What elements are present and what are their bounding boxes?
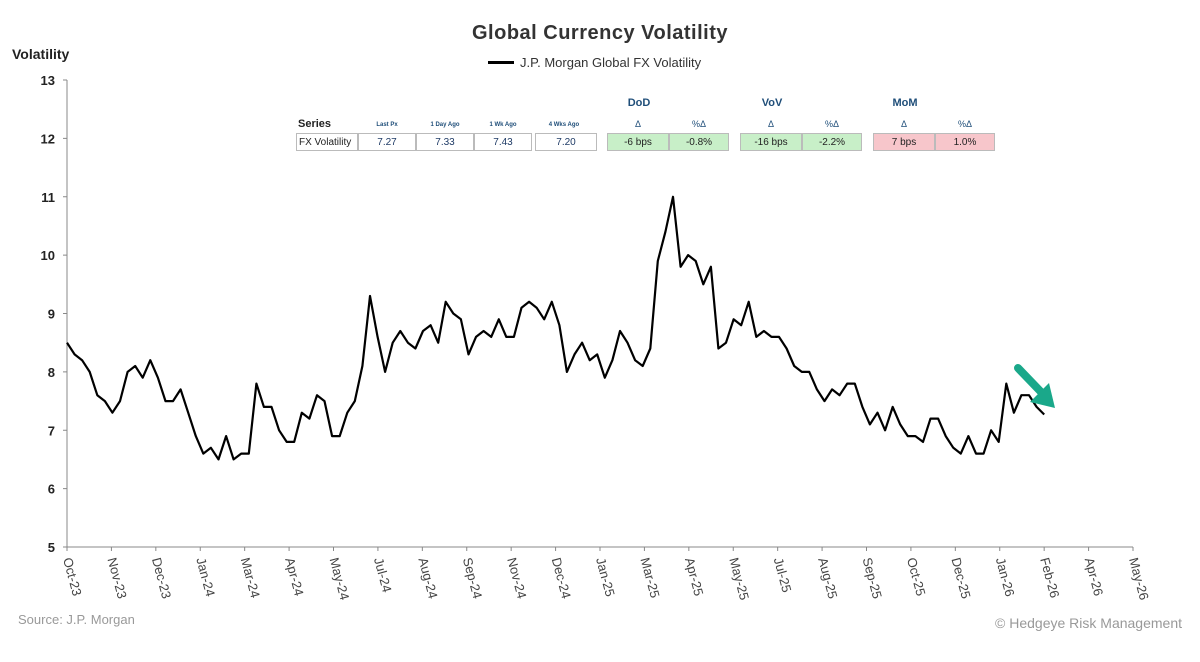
source-note: Source: J.P. Morgan xyxy=(18,612,135,627)
column-header: 1 Day Ago xyxy=(430,122,460,128)
x-tick-label: Apr-24 xyxy=(282,556,307,598)
column-header: 1 Wk Ago xyxy=(489,122,517,128)
chart-title: Global Currency Volatility xyxy=(471,22,729,44)
x-tick-label: Sep-24 xyxy=(460,556,485,600)
group-header: MoM xyxy=(892,97,918,109)
x-tick-label: Oct-23 xyxy=(60,556,85,598)
x-tick-label: Mar-24 xyxy=(238,556,263,600)
delta-header: Δ xyxy=(900,119,907,129)
x-tick-label: Feb-26 xyxy=(1037,556,1062,600)
x-tick-label: May-25 xyxy=(726,556,752,602)
pct-delta-header: %Δ xyxy=(824,119,839,129)
x-tick-label: Dec-25 xyxy=(948,556,973,600)
pct-delta-cell: 1.0% xyxy=(935,133,995,151)
y-tick-label: 10 xyxy=(41,248,55,263)
value-cell: 7.20 xyxy=(535,133,597,151)
credit-note: © Hedgeye Risk Management xyxy=(995,615,1182,631)
row-label: FX Volatility xyxy=(296,133,358,151)
x-tick-label: Aug-25 xyxy=(815,556,840,600)
y-tick-label: 11 xyxy=(41,190,55,205)
x-tick-label: Nov-23 xyxy=(105,556,130,600)
x-tick-label: May-26 xyxy=(1126,556,1152,602)
x-tick-label: Jan-25 xyxy=(593,556,618,598)
pct-delta-cell: -2.2% xyxy=(802,133,862,151)
pct-delta-header: %Δ xyxy=(957,119,972,129)
legend: J.P. Morgan Global FX Volatility xyxy=(488,55,701,70)
column-header: 4 Wks Ago xyxy=(548,122,580,128)
group-header: DoD xyxy=(627,97,651,109)
value-cell: 7.33 xyxy=(416,133,474,151)
y-tick-label: 13 xyxy=(41,73,55,88)
delta-cell: -16 bps xyxy=(740,133,802,151)
trend-arrow-shaft xyxy=(1014,364,1046,397)
value-cell: 7.27 xyxy=(358,133,416,151)
x-tick-label: Jan-24 xyxy=(193,556,218,598)
group-header: VoV xyxy=(761,97,783,109)
column-header: Last Px xyxy=(376,122,398,128)
x-tick-label: Jul-24 xyxy=(371,556,395,594)
x-tick-label: Oct-25 xyxy=(904,556,929,598)
x-tick-label: Dec-23 xyxy=(149,556,174,600)
pct-delta-cell: -0.8% xyxy=(669,133,729,151)
y-tick-label: 5 xyxy=(48,540,55,555)
value-cell: 7.43 xyxy=(474,133,532,151)
series-header: Series xyxy=(298,118,332,130)
x-tick-label: Nov-24 xyxy=(504,556,529,600)
x-tick-label: Sep-25 xyxy=(860,556,885,600)
x-tick-label: Jan-26 xyxy=(993,556,1018,598)
y-tick-label: 8 xyxy=(48,365,55,380)
trend-arrow-head xyxy=(1030,383,1055,408)
legend-swatch xyxy=(488,61,514,64)
delta-cell: -6 bps xyxy=(607,133,669,151)
y-tick-label: 12 xyxy=(41,131,55,146)
y-tick-label: 7 xyxy=(48,423,55,438)
delta-header: Δ xyxy=(634,119,641,129)
x-tick-label: Apr-25 xyxy=(682,556,707,598)
x-tick-label: Jul-25 xyxy=(771,556,795,594)
x-tick-label: May-24 xyxy=(327,556,353,602)
delta-cell: 7 bps xyxy=(873,133,935,151)
y-tick-label: 9 xyxy=(48,307,55,322)
series-line xyxy=(66,195,1045,461)
legend-label: J.P. Morgan Global FX Volatility xyxy=(520,55,702,70)
delta-header: Δ xyxy=(767,119,774,129)
y-axis-label: Volatility xyxy=(12,46,70,62)
pct-delta-header: %Δ xyxy=(691,119,706,129)
x-tick-label: Apr-26 xyxy=(1082,556,1107,598)
x-tick-label: Mar-25 xyxy=(638,556,663,600)
y-tick-label: 6 xyxy=(48,482,55,497)
x-tick-label: Aug-24 xyxy=(415,556,440,600)
x-tick-label: Dec-24 xyxy=(549,556,574,600)
